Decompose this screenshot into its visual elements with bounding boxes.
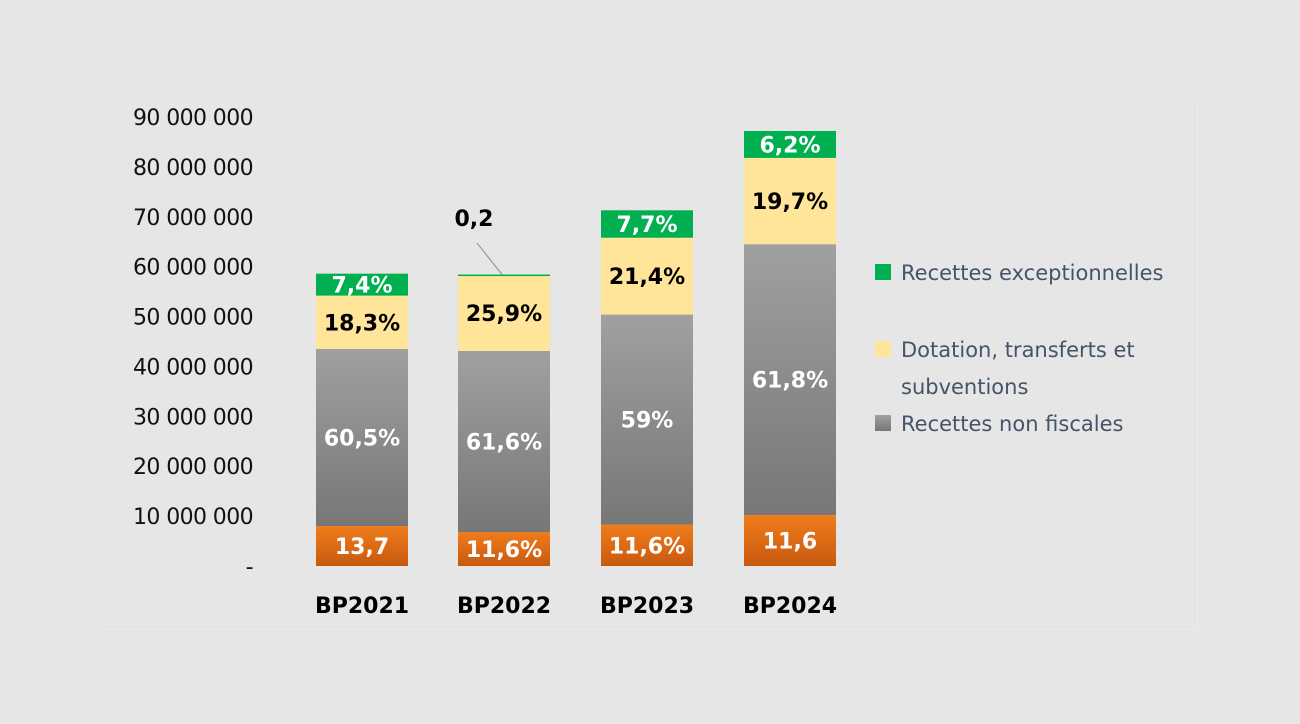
legend-label: Recettes exceptionnelles [901, 261, 1163, 285]
bar-segment-recettes-non-fiscales [744, 244, 836, 516]
bar-segment-recettes-non-fiscales [316, 348, 408, 527]
bar-segment-dotation-transferts-et-subventions [744, 157, 836, 245]
data-label: 13,7 [335, 535, 389, 560]
x-tick-label: BP2023 [600, 594, 694, 619]
y-axis: - 10 000 000 20 000 000 30 000 000 40 000 00… [133, 106, 254, 580]
bar-stack-bp2023: 11,6% 59% 21,4% 7,7% [601, 210, 693, 566]
x-tick-label: BP2024 [743, 594, 837, 619]
y-tick-label: 10 000 000 [133, 505, 253, 530]
x-tick-label: BP2022 [457, 594, 551, 619]
data-label-callout: 0,2 [455, 207, 494, 232]
bar-segment-recettes-fiscales [601, 524, 693, 566]
data-label: 61,8% [752, 369, 828, 394]
legend-item: Recettes non fiscales [875, 412, 1123, 436]
y-tick-label: - [246, 555, 253, 580]
data-label: 7,4% [331, 274, 392, 299]
data-label: 21,4% [609, 265, 685, 290]
legend-item: Dotation, transferts et subventions [875, 338, 1135, 399]
bar-segment-recettes-fiscales [458, 532, 550, 566]
bar-stack-bp2021: 13,7 60,5% 18,3% 7,4% [316, 274, 408, 566]
bar-segment-recettes-exceptionnelles [601, 210, 693, 238]
legend: Recettes exceptionnelles Dotation, transf… [875, 261, 1163, 436]
legend-label: Recettes non fiscales [901, 412, 1123, 436]
y-tick-label: 40 000 000 [133, 355, 253, 380]
y-tick-label: 60 000 000 [133, 256, 253, 281]
y-tick-label: 30 000 000 [133, 405, 253, 430]
data-label: 11,6% [466, 538, 542, 563]
plot-area [100, 100, 1198, 630]
legend-swatch [875, 264, 891, 280]
data-label: 25,9% [466, 302, 542, 327]
y-tick-label: 70 000 000 [133, 206, 253, 231]
data-label: 11,6 [763, 530, 817, 555]
data-label: 59% [621, 409, 674, 434]
y-tick-label: 80 000 000 [133, 156, 253, 181]
bar-segment-recettes-exceptionnelles [316, 273, 408, 296]
data-label: 7,7% [616, 213, 677, 238]
data-label: 11,6% [609, 534, 685, 559]
data-label: 61,6% [466, 431, 542, 456]
leader-line [476, 242, 503, 275]
bar-segment-recettes-exceptionnelles [744, 130, 836, 158]
y-tick-label: 20 000 000 [133, 455, 253, 480]
bar-segment-dotation-transferts-et-subventions [601, 237, 693, 315]
bar-segment-dotation-transferts-et-subventions [316, 295, 408, 349]
data-label: 6,2% [759, 133, 820, 158]
x-axis: BP2021 BP2022 BP2023 BP2024 [315, 594, 837, 619]
bar-segment-recettes-fiscales [744, 515, 836, 566]
data-label: 19,7% [752, 190, 828, 215]
bar-segment-recettes-exceptionnelles [458, 274, 550, 277]
y-tick-label: 50 000 000 [133, 306, 253, 331]
data-label: 18,3% [324, 311, 400, 336]
x-tick-label: BP2021 [315, 594, 409, 619]
y-tick-label: 90 000 000 [133, 106, 253, 131]
bars: 13,760,5%18,3%7,4%11,6%61,6%25,9%0,211,6… [316, 130, 836, 566]
bar-segment-recettes-non-fiscales [458, 350, 550, 533]
legend-label: Dotation, transferts et [901, 338, 1135, 362]
legend-swatch [875, 341, 891, 357]
legend-item: Recettes exceptionnelles [875, 261, 1163, 285]
legend-label: subventions [901, 375, 1028, 399]
bar-stack-bp2022: 11,6% 61,6% 25,9% 0,2 [455, 207, 550, 566]
bar-stack-bp2024: 11,6 61,8% 19,7% 6,2% [744, 130, 836, 566]
legend-swatch [875, 415, 891, 431]
bar-segment-recettes-non-fiscales [601, 314, 693, 525]
data-label: 60,5% [324, 427, 400, 452]
bar-segment-recettes-fiscales [316, 526, 408, 566]
bar-segment-dotation-transferts-et-subventions [458, 275, 550, 351]
